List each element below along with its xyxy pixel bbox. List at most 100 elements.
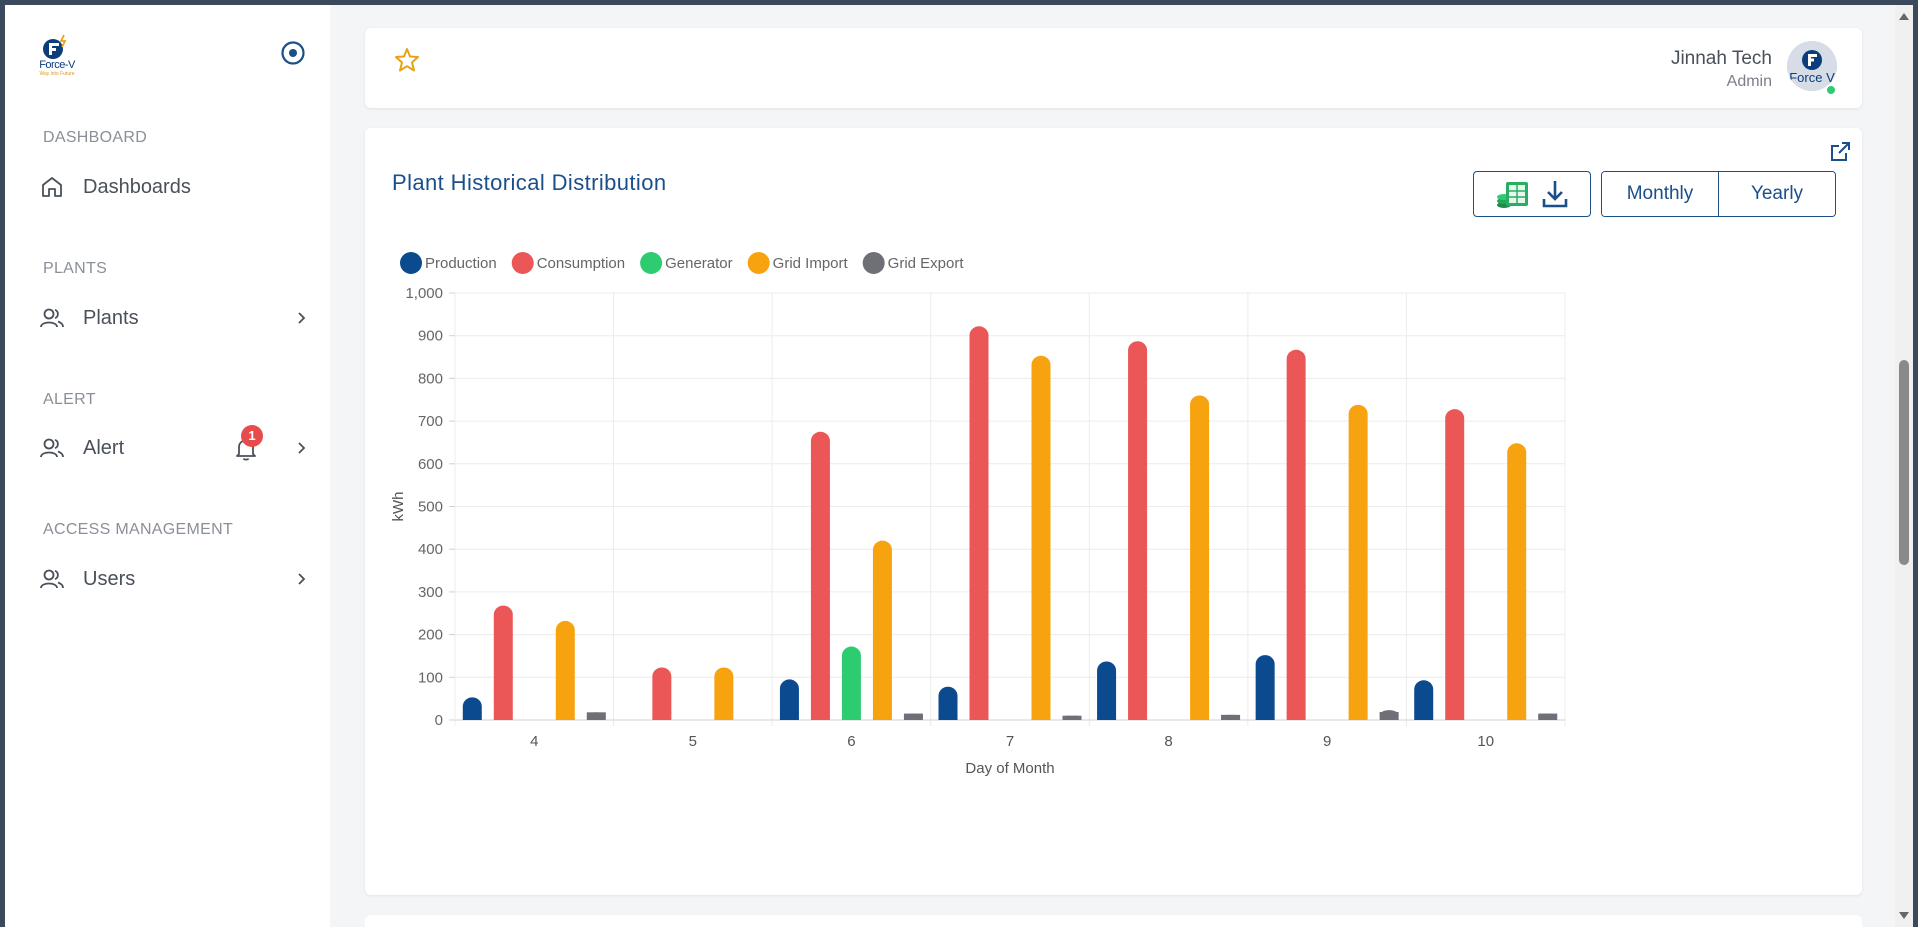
bar-base <box>903 713 923 720</box>
chevron-right-icon <box>298 573 306 585</box>
bar-base <box>1255 712 1275 720</box>
bar-grid-import <box>1348 404 1368 720</box>
chart-legend: Production Consumption Generator Grid Impor… <box>400 252 964 274</box>
yearly-button[interactable]: Yearly <box>1718 172 1835 216</box>
bar-base <box>1031 712 1051 720</box>
bar-consumption <box>810 431 830 720</box>
x-tick-label: 4 <box>530 733 538 750</box>
bar-grid-import <box>1190 395 1210 720</box>
page-scrollbar[interactable] <box>1895 5 1913 927</box>
sidebar-toggle-icon[interactable] <box>280 40 306 66</box>
brand-logo[interactable]: Force-V Way into Future <box>31 33 83 81</box>
y-tick-label: 700 <box>418 413 443 430</box>
bar-consumption <box>652 667 672 720</box>
sidebar: Force-V Way into Future DASHBOARD Dashbo… <box>5 5 330 927</box>
monthly-button[interactable]: Monthly <box>1602 172 1718 216</box>
y-tick-label: 600 <box>418 456 443 473</box>
bar-base <box>462 712 482 720</box>
bar-base <box>1286 712 1306 720</box>
chart-axes: 0 100 200 300 400 500 600 700 800 900 1,000 4 5 6 7 8 9 1… <box>390 285 1494 777</box>
bar-grid-import <box>872 540 892 720</box>
star-icon[interactable] <box>393 46 421 74</box>
sidebar-item-dashboards[interactable]: Dashboards <box>39 169 309 205</box>
bar-base <box>810 712 830 720</box>
excel-download-icon <box>1497 181 1568 208</box>
chart-gridlines <box>449 292 1566 726</box>
legend-label: Consumption <box>537 255 625 272</box>
sidebar-item-label: Plants <box>83 306 139 329</box>
users-icon <box>40 438 64 458</box>
x-tick-label: 8 <box>1164 733 1172 750</box>
bar-grid-import <box>714 667 734 720</box>
bar-grid-import <box>1507 443 1527 720</box>
sidebar-item-label: Users <box>83 567 136 590</box>
export-excel-button[interactable] <box>1473 171 1591 217</box>
user-role: Admin <box>1726 73 1772 90</box>
sidebar-item-alert[interactable]: Alert 1 <box>39 425 309 466</box>
external-link-icon[interactable] <box>1828 140 1852 164</box>
logo-tagline: Way into Future <box>39 71 75 77</box>
period-toggle: Monthly Yearly <box>1601 171 1836 217</box>
bar-base <box>1379 712 1399 720</box>
sidebar-item-label: Dashboards <box>83 175 191 198</box>
avatar-logo-icon: Force V <box>1787 41 1837 91</box>
bar-production <box>1414 680 1434 720</box>
legend-label: Grid Export <box>888 255 965 272</box>
bar-production <box>938 686 958 720</box>
x-axis-title: Day of Month <box>965 760 1054 777</box>
scroll-up-arrow-icon[interactable] <box>1899 13 1909 20</box>
y-tick-label: 200 <box>418 627 443 644</box>
legend-label: Grid Import <box>773 255 849 272</box>
bar-base <box>1348 712 1368 720</box>
bar-base <box>1128 712 1148 720</box>
legend-label: Production <box>425 255 497 272</box>
sidebar-item-plants[interactable]: Plants <box>39 300 309 336</box>
legend-swatch <box>862 252 885 274</box>
y-tick-label: 1,000 <box>405 285 443 302</box>
avatar-text: Force V <box>1789 70 1835 85</box>
bar-base <box>1221 714 1241 720</box>
section-label-dashboard: DASHBOARD <box>43 129 148 146</box>
bar-base <box>555 712 575 720</box>
bar-base <box>841 712 861 720</box>
bar-base <box>1507 712 1527 720</box>
sidebar-item-users[interactable]: Users <box>39 561 309 597</box>
avatar[interactable]: Force V <box>1787 41 1837 91</box>
bar-base <box>493 712 513 720</box>
x-tick-label: 6 <box>847 733 855 750</box>
x-tick-label: 9 <box>1323 733 1331 750</box>
card-title: Plant Historical Distribution <box>392 170 667 195</box>
legend-swatch <box>640 252 663 274</box>
bar-consumption <box>493 605 513 720</box>
home-icon <box>42 177 62 197</box>
logo-brand: Force-V <box>39 59 75 71</box>
y-tick-label: 0 <box>435 712 443 729</box>
bar-consumption <box>969 326 989 720</box>
section-label-alert: ALERT <box>43 391 96 408</box>
alert-count-badge: 1 <box>241 425 263 447</box>
section-label-plants: PLANTS <box>43 260 108 277</box>
y-tick-label: 100 <box>418 669 443 686</box>
bar-base <box>872 712 892 720</box>
scroll-down-arrow-icon[interactable] <box>1899 912 1909 919</box>
next-card-edge <box>365 915 1862 927</box>
scroll-thumb[interactable] <box>1899 360 1909 565</box>
users-icon <box>40 308 64 328</box>
bar-consumption <box>1128 341 1148 720</box>
chart-bars <box>462 326 1558 720</box>
bar-production <box>779 679 799 720</box>
chevron-right-icon <box>298 312 306 324</box>
y-tick-label: 500 <box>418 499 443 516</box>
bar-base <box>1190 712 1210 720</box>
online-status-dot <box>1825 84 1837 96</box>
x-tick-label: 7 <box>1006 733 1014 750</box>
bar-base <box>938 712 958 720</box>
bar-generator <box>841 646 861 720</box>
bar-base <box>1414 712 1434 720</box>
bar-base <box>586 712 606 720</box>
legend-swatch <box>400 252 422 274</box>
section-label-access-management: ACCESS MANAGEMENT <box>43 521 234 538</box>
bar-base <box>714 712 734 720</box>
bar-grid-import <box>555 620 575 720</box>
chevron-right-icon <box>298 442 306 454</box>
